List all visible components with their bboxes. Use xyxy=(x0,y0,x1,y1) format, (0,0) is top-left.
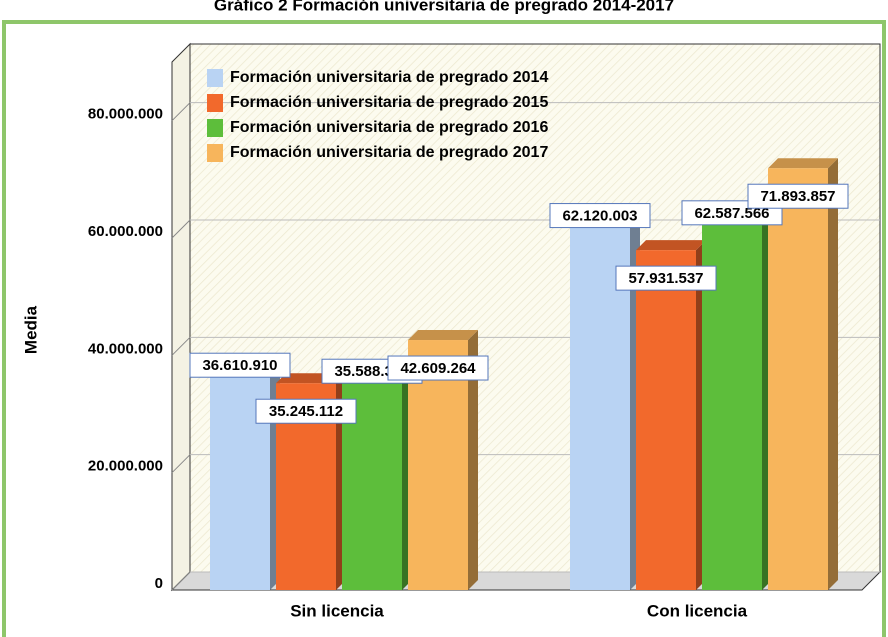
data-label: 36.610.910 xyxy=(202,357,277,374)
legend-swatch xyxy=(207,119,223,137)
bar-side xyxy=(828,158,838,590)
legend-swatch xyxy=(207,69,223,87)
x-tick-label: Con licencia xyxy=(647,601,748,620)
data-label: 57.931.537 xyxy=(628,270,703,287)
grid-line xyxy=(171,102,191,122)
y-tick-label: 40.000.000 xyxy=(88,340,163,357)
data-label: 35.245.112 xyxy=(269,403,343,420)
y-tick-label: 20.000.000 xyxy=(88,458,163,475)
data-label: 62.120.003 xyxy=(562,208,637,225)
y-tick-label: 60.000.000 xyxy=(88,223,163,240)
grid-line xyxy=(171,454,191,474)
data-label-box xyxy=(549,203,651,229)
legend-label: Formación universitaria de pregrado 2017 xyxy=(230,144,548,161)
bar-top xyxy=(408,330,478,341)
legend-label: Formación universitaria de pregrado 2016 xyxy=(230,119,548,136)
data-label-box xyxy=(615,265,717,291)
legend-label: Formación universitaria de pregrado 2015 xyxy=(230,94,548,111)
data-label-box xyxy=(747,183,849,209)
frame xyxy=(2,20,886,637)
data-label: 42.609.264 xyxy=(400,360,476,377)
legend-label: Formación universitaria de pregrado 2014 xyxy=(230,69,548,86)
grid-line xyxy=(171,571,191,591)
data-label-box xyxy=(387,355,489,381)
legend-swatch xyxy=(207,94,223,112)
bar-top xyxy=(768,158,838,169)
y-tick-label: 0 xyxy=(155,575,163,592)
y-axis-label: Media xyxy=(21,305,40,354)
grid-line xyxy=(171,336,191,356)
chart-title: Gráfico 2 Formación universitaria de pre… xyxy=(214,0,674,14)
bar-side xyxy=(468,330,478,590)
bar xyxy=(768,168,828,590)
legend-swatch xyxy=(207,144,223,162)
x-tick-label: Sin licencia xyxy=(290,601,384,620)
left-wall xyxy=(171,42,191,592)
data-label: 62.587.566 xyxy=(694,205,769,222)
y-tick-label: 80.000.000 xyxy=(88,106,163,123)
data-label: 71.893.857 xyxy=(760,188,835,205)
data-label-box xyxy=(189,352,291,378)
bar-top xyxy=(636,240,706,251)
bar xyxy=(636,250,696,590)
data-label-box xyxy=(255,398,357,424)
grid-line xyxy=(171,219,191,239)
